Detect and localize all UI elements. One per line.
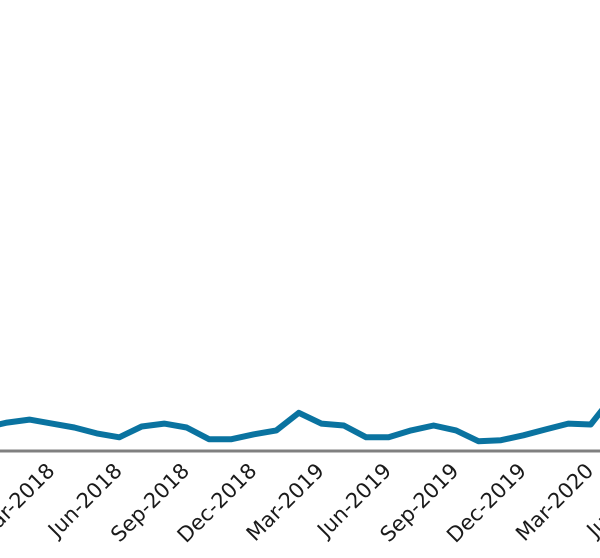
series-line — [0, 407, 600, 445]
x-axis-ticks: Mar-2018Jun-2018Sep-2018Dec-2018Mar-2019… — [0, 459, 600, 548]
